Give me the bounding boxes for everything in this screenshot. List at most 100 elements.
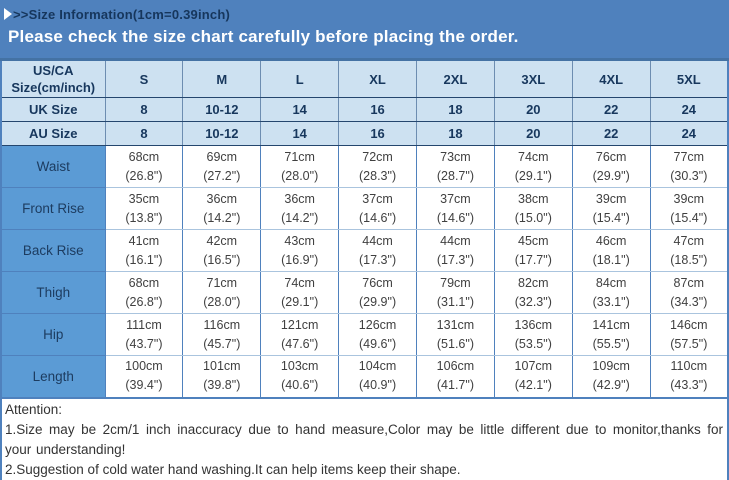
measurement-cell: 131cm (51.6") [416, 313, 495, 356]
cm-value: 79cm [440, 275, 471, 290]
row-label: Length [0, 355, 106, 398]
inch-value: (42.9") [592, 378, 630, 393]
inch-value: (15.0") [514, 210, 552, 225]
inch-value: (39.4") [125, 378, 163, 393]
conversion-cell: 16 [338, 97, 417, 122]
inch-value: (16.1") [125, 252, 163, 267]
inch-value: (28.7") [436, 168, 474, 183]
row-label: Hip [0, 313, 106, 356]
measurement-cell: 136cm (53.5") [493, 313, 573, 356]
measurement-cell: 110cm (43.3") [649, 355, 729, 398]
cm-value: 107cm [514, 359, 553, 374]
conversion-cell: 24 [649, 97, 729, 122]
cm-value: 82cm [518, 275, 549, 290]
cm-value: 37cm [362, 191, 393, 206]
cm-value: 131cm [436, 317, 475, 332]
cm-value: 72cm [362, 149, 393, 164]
cm-value: 44cm [440, 233, 471, 248]
row-label: Back Rise [0, 229, 106, 272]
measurement-cell: 37cm (14.6") [338, 187, 417, 230]
inch-value: (14.2") [203, 210, 241, 225]
attention-note-1: 1.Size may be 2cm/1 inch inaccuracy due … [5, 421, 723, 457]
row-label: Waist [0, 145, 106, 188]
inch-value: (18.5") [670, 252, 708, 267]
inch-value: (29.9") [592, 168, 630, 183]
corner-line-2: Size(cm/inch) [11, 80, 96, 95]
inch-value: (32.3") [514, 294, 552, 309]
measurement-cell: 121cm (47.6") [260, 313, 340, 356]
measurement-cell: 68cm (26.8") [104, 271, 184, 314]
cm-value: 126cm [358, 317, 397, 332]
row-label: Thigh [0, 271, 106, 314]
cm-value: 74cm [518, 149, 549, 164]
inch-value: (16.5") [203, 252, 241, 267]
inch-value: (55.5") [592, 336, 630, 351]
inch-value: (14.6") [359, 210, 397, 225]
measurement-cell: 116cm (45.7") [182, 313, 262, 356]
inch-value: (49.6") [359, 336, 397, 351]
cm-value: 41cm [128, 233, 160, 248]
cm-value: 74cm [284, 275, 315, 290]
size-header-4xl: 4XL [571, 59, 651, 98]
cm-value: 42cm [206, 233, 238, 248]
measurement-cell: 44cm (17.3") [338, 229, 417, 272]
size-chart-table: US/CA Size(cm/inch) S M L XL 2XL 3XL 4XL 5XL UK S… [0, 58, 729, 399]
cm-value: 39cm [595, 191, 627, 206]
inch-value: (57.5") [670, 336, 708, 351]
cm-value: 101cm [203, 359, 241, 374]
cm-value: 76cm [595, 149, 627, 164]
conversion-cell: 14 [260, 97, 340, 122]
inch-value: (43.7") [125, 336, 163, 351]
measurement-cell: 74cm (29.1") [260, 271, 340, 314]
measurement-cell: 36cm (14.2") [260, 187, 340, 230]
cm-value: 43cm [284, 233, 315, 248]
inch-value: (17.3") [359, 252, 397, 267]
inch-value: (31.1") [436, 294, 474, 309]
page-title: >>Size Information(1cm=0.39inch) [13, 6, 230, 22]
cm-value: 84cm [595, 275, 627, 290]
inch-value: (17.3") [436, 252, 474, 267]
measurement-cell: 109cm (42.9") [571, 355, 651, 398]
cm-value: 35cm [128, 191, 160, 206]
conversion-cell: 18 [416, 121, 495, 146]
inch-value: (18.1") [592, 252, 630, 267]
measurement-cell: 46cm (18.1") [571, 229, 651, 272]
conversion-cell: 22 [571, 97, 651, 122]
arrow-right-icon [4, 8, 12, 20]
conversion-cell: 20 [493, 97, 573, 122]
corner-header-cell: US/CA Size(cm/inch) [0, 59, 106, 98]
size-header-2xl: 2XL [416, 59, 495, 98]
cm-value: 47cm [673, 233, 705, 248]
size-header-s: S [104, 59, 184, 98]
inch-value: (34.3") [670, 294, 708, 309]
measurement-cell: 101cm (39.8") [182, 355, 262, 398]
size-header-xl: XL [338, 59, 417, 98]
measurement-cell: 106cm (41.7") [416, 355, 495, 398]
cm-value: 36cm [284, 191, 315, 206]
attention-note-2: 2.Suggestion of cold water hand washing.… [5, 461, 461, 477]
size-header-l: L [260, 59, 340, 98]
conversion-cell: 20 [493, 121, 573, 146]
measurement-cell: 146cm (57.5") [649, 313, 729, 356]
measurement-cell: 39cm (15.4") [571, 187, 651, 230]
attention-title: Attention: [5, 401, 63, 417]
measurement-cell: 111cm (43.7") [104, 313, 184, 356]
inch-value: (29.1") [514, 168, 552, 183]
cm-value: 71cm [206, 275, 238, 290]
corner-line-1: US/CA [33, 63, 74, 78]
cm-value: 110cm [670, 359, 708, 374]
cm-value: 121cm [280, 317, 319, 332]
conversion-cell: 8 [104, 97, 184, 122]
measurement-cell: 41cm (16.1") [104, 229, 184, 272]
cm-value: 136cm [514, 317, 553, 332]
inch-value: (16.9") [281, 252, 319, 267]
cm-value: 76cm [362, 275, 393, 290]
header-band: >>Size Information(1cm=0.39inch) Please … [0, 0, 729, 58]
measurement-cell: 45cm (17.7") [493, 229, 573, 272]
conversion-cell: 14 [260, 121, 340, 146]
inch-value: (45.7") [203, 336, 241, 351]
inch-value: (29.9") [359, 294, 397, 309]
cm-value: 103cm [280, 359, 319, 374]
measurement-cell: 72cm (28.3") [338, 145, 417, 188]
inch-value: (28.3") [359, 168, 397, 183]
